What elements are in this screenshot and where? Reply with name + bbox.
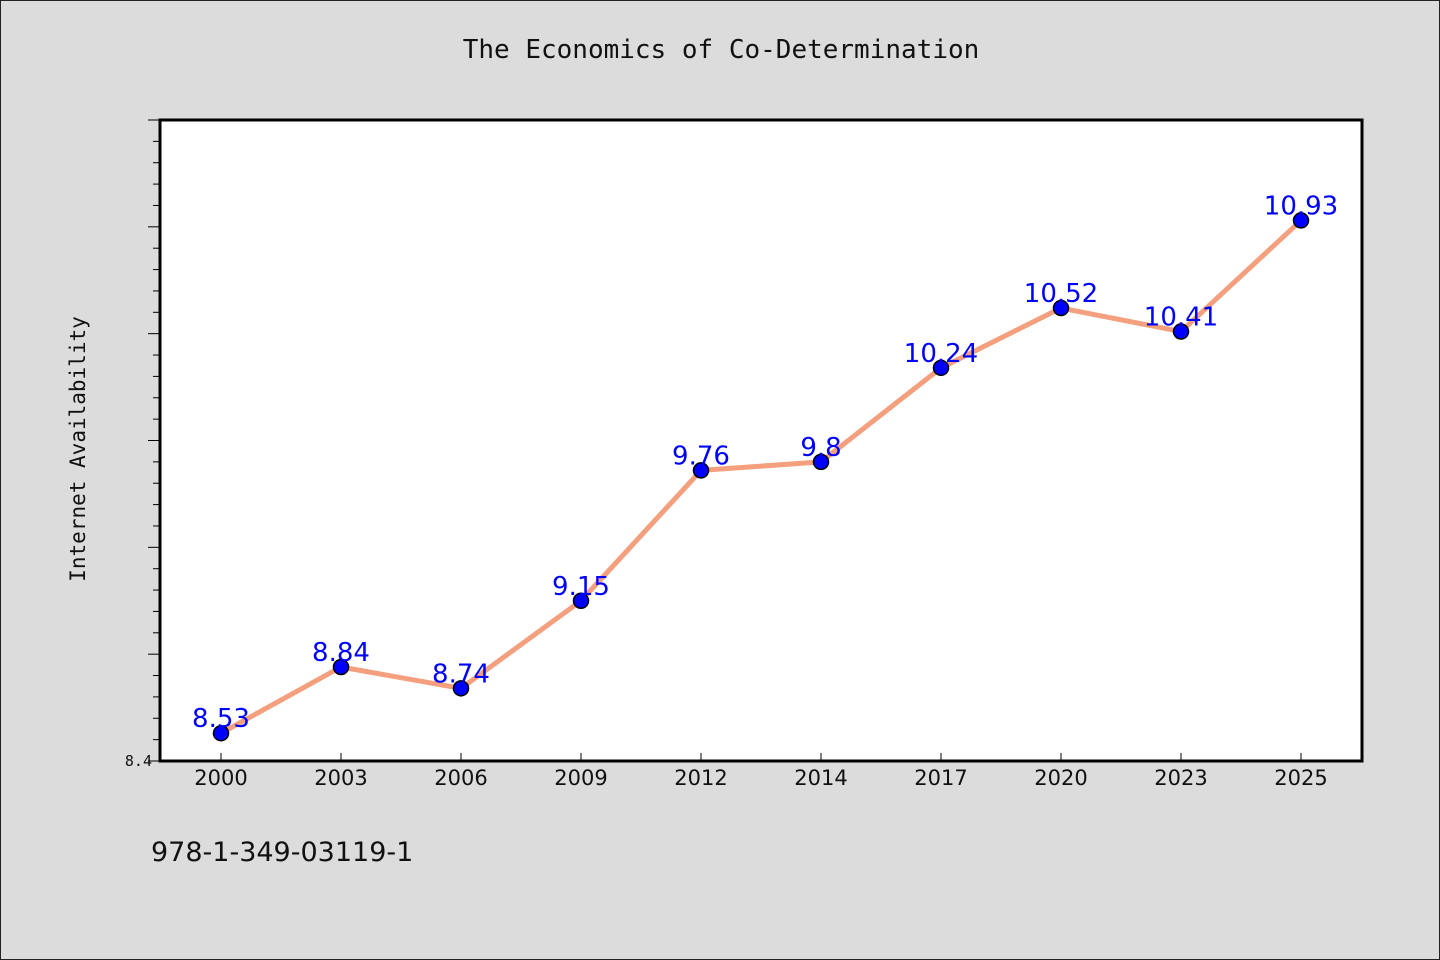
y-axis-ticks: 8.4 bbox=[125, 119, 160, 770]
data-label: 9.8 bbox=[800, 433, 841, 463]
data-point bbox=[572, 592, 590, 609]
x-tick-label: 2020 bbox=[1034, 766, 1087, 790]
series-line bbox=[218, 217, 1304, 736]
data-point bbox=[932, 359, 950, 377]
data-point bbox=[812, 453, 830, 471]
y-tick-label: 8.4 bbox=[125, 752, 152, 770]
x-axis-ticks: 2000 2003 2006 2009 2012 2014 2017 2020 2023 2025 bbox=[194, 753, 1328, 790]
x-tick-label: 2023 bbox=[1154, 766, 1207, 790]
x-tick-label: 2009 bbox=[554, 766, 607, 790]
x-tick-label: 2006 bbox=[434, 766, 487, 790]
data-label: 8.53 bbox=[192, 704, 250, 734]
chart-title: The Economics of Co-Determination bbox=[462, 35, 980, 65]
data-point bbox=[212, 724, 230, 742]
data-label: 9.76 bbox=[672, 441, 730, 471]
data-label: 8.74 bbox=[432, 659, 490, 689]
x-tick-label: 2017 bbox=[914, 766, 967, 790]
data-point bbox=[692, 462, 710, 479]
data-label: 10.24 bbox=[904, 339, 978, 369]
x-tick-label: 2000 bbox=[194, 766, 247, 790]
data-point bbox=[1172, 323, 1190, 340]
data-point bbox=[1052, 299, 1070, 317]
data-label: 10.41 bbox=[1144, 303, 1218, 333]
data-point bbox=[452, 680, 470, 697]
data-label: 10.93 bbox=[1264, 191, 1338, 221]
data-point bbox=[332, 658, 350, 676]
series-group: 8.53 8.84 8.74 9.15 9.76 9.8 10.24 10.52 10.41 10… bbox=[192, 191, 1338, 742]
data-point bbox=[1292, 212, 1310, 229]
data-label: 10.52 bbox=[1024, 279, 1098, 309]
plot-area bbox=[158, 118, 1364, 763]
x-tick-label: 2014 bbox=[794, 766, 847, 790]
x-tick-label: 2003 bbox=[314, 766, 367, 790]
x-tick-label: 2025 bbox=[1274, 766, 1327, 790]
footnote-isbn: 978-1-349-03119-1 bbox=[151, 837, 414, 868]
data-label: 9.15 bbox=[552, 572, 610, 602]
x-tick-label: 2012 bbox=[674, 766, 727, 790]
data-label: 8.84 bbox=[312, 638, 370, 668]
